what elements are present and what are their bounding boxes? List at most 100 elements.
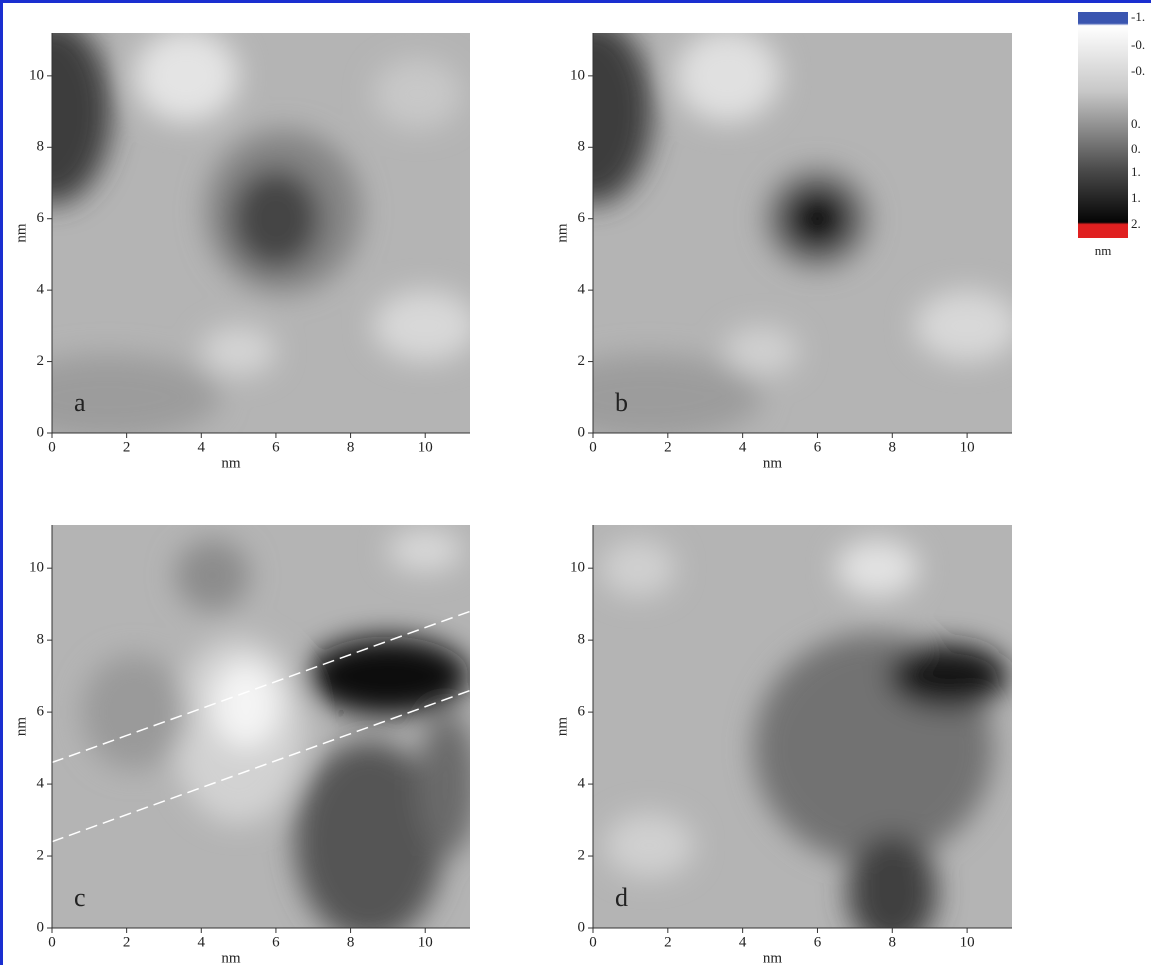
y-tick-label: 4 — [37, 776, 45, 792]
x-tick-label: 0 — [48, 439, 56, 455]
frame-top — [0, 0, 1151, 3]
contour-region — [836, 539, 919, 597]
colorbar — [1078, 12, 1128, 238]
contour-region — [52, 354, 220, 433]
contour-region — [604, 812, 695, 878]
y-tick-label: 10 — [570, 560, 585, 576]
x-tick-label: 4 — [739, 934, 747, 950]
x-tick-label: 0 — [589, 439, 597, 455]
y-tick-label: 0 — [37, 424, 45, 440]
x-tick-label: 10 — [418, 439, 433, 455]
x-tick-label: 2 — [664, 934, 672, 950]
x-tick-label: 6 — [272, 439, 280, 455]
y-tick-label: 8 — [37, 139, 45, 155]
colorbar-label: 1. — [1131, 190, 1141, 205]
heatmap-texture — [81, 528, 470, 928]
guide-line — [52, 610, 470, 764]
y-tick-label: 6 — [37, 704, 45, 720]
panel-label: a — [74, 388, 86, 417]
y-tick-label: 2 — [578, 353, 586, 369]
x-tick-label: 6 — [814, 439, 822, 455]
panel-label: c — [74, 883, 86, 912]
heatmap — [52, 33, 470, 433]
contour-region — [372, 58, 463, 130]
x-tick-label: 6 — [814, 934, 822, 950]
y-tick-label: 10 — [29, 560, 44, 576]
x-tick-label: 0 — [589, 934, 597, 950]
contour-region — [201, 325, 276, 376]
heatmap — [593, 525, 1012, 928]
guide-line — [52, 689, 470, 843]
contour-region — [305, 636, 470, 716]
x-axis-label: nm — [221, 455, 241, 471]
y-tick-label: 2 — [37, 353, 45, 369]
y-tick-label: 8 — [37, 632, 45, 648]
y-tick-label: 4 — [578, 776, 586, 792]
y-tick-label: 8 — [578, 139, 586, 155]
contour-region — [175, 539, 250, 612]
contour-region — [593, 354, 762, 433]
y-tick-label: 6 — [578, 210, 586, 226]
x-tick-label: 8 — [347, 934, 355, 950]
y-tick-label: 4 — [37, 282, 45, 298]
contour-region — [417, 712, 470, 857]
y-tick-label: 6 — [578, 704, 586, 720]
y-tick-label: 8 — [578, 632, 586, 648]
contour-region — [81, 654, 187, 770]
contour-region — [600, 539, 676, 597]
heatmap-texture — [52, 33, 470, 433]
contour-region — [675, 33, 781, 123]
colorbar-label: 1. — [1131, 164, 1141, 179]
y-tick-label: 0 — [37, 919, 45, 935]
frame-left — [0, 0, 3, 965]
x-axis-label: nm — [221, 950, 241, 965]
x-tick-label: 8 — [347, 439, 355, 455]
y-tick-label: 10 — [570, 67, 585, 83]
contour-region — [783, 186, 852, 251]
contour-region — [593, 33, 653, 205]
y-axis-label: nm — [554, 717, 570, 737]
panel-label: d — [615, 883, 628, 912]
y-tick-label: 2 — [37, 847, 45, 863]
colorbar-label: 0. — [1131, 141, 1141, 156]
y-tick-label: 0 — [578, 919, 586, 935]
contour-region — [847, 834, 938, 928]
y-tick-label: 6 — [37, 210, 45, 226]
heatmap-texture — [600, 539, 1009, 928]
x-tick-label: 4 — [739, 439, 747, 455]
contour-region — [387, 528, 463, 572]
x-tick-label: 8 — [889, 439, 897, 455]
x-tick-label: 2 — [664, 439, 672, 455]
y-tick-label: 0 — [578, 424, 586, 440]
x-tick-label: 4 — [198, 439, 206, 455]
y-axis-label: nm — [13, 223, 29, 243]
x-tick-label: 4 — [198, 934, 206, 950]
x-tick-label: 10 — [960, 934, 975, 950]
colorbar-label: 0. — [1131, 116, 1141, 131]
contour-region — [134, 33, 239, 123]
y-axis-label: nm — [554, 223, 570, 243]
x-tick-label: 2 — [123, 439, 131, 455]
contour-region — [294, 740, 444, 928]
contour-region — [212, 661, 280, 749]
x-axis-label: nm — [763, 950, 783, 965]
contour-region — [372, 290, 470, 362]
x-tick-label: 0 — [48, 934, 56, 950]
contour-region — [52, 33, 112, 205]
heatmap — [52, 525, 470, 928]
contour-region — [231, 168, 321, 269]
y-tick-label: 2 — [578, 847, 586, 863]
y-tick-label: 4 — [578, 282, 586, 298]
colorbar-label: -1. — [1131, 9, 1145, 24]
colorbar-label: 2. — [1131, 216, 1141, 231]
heatmap-texture — [593, 33, 1012, 433]
contour-region — [723, 325, 799, 376]
contour-region — [914, 290, 1012, 362]
x-tick-label: 6 — [272, 934, 280, 950]
x-tick-label: 10 — [418, 934, 433, 950]
colorbar-unit: nm — [1095, 243, 1112, 258]
colorbar-label: -0. — [1131, 37, 1145, 52]
y-tick-label: 10 — [29, 67, 44, 83]
heatmap — [593, 33, 1012, 433]
